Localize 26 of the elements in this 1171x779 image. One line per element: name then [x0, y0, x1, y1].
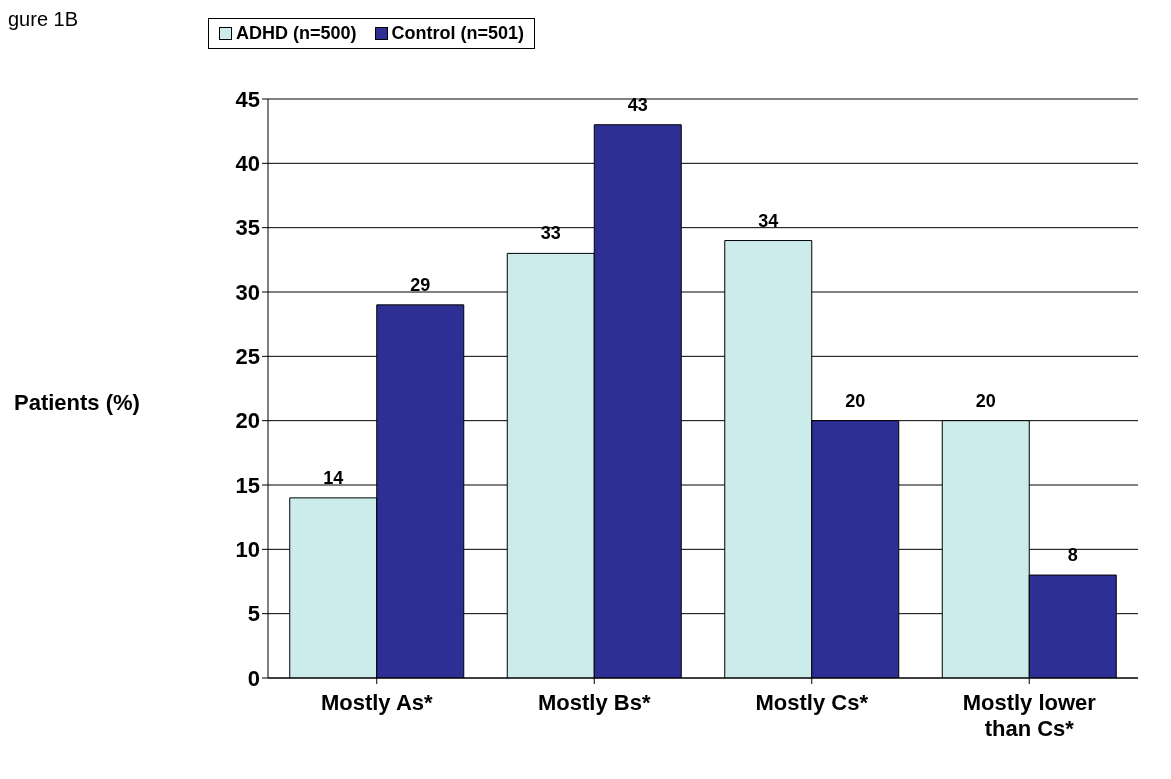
x-tick-label: Mostly As* [320, 690, 434, 715]
x-tick-label: Mostly lower than Cs* [962, 690, 1097, 741]
y-tick-label: 10 [235, 537, 260, 563]
x-tick-label: Mostly Cs* [755, 690, 869, 715]
data-label: 20 [975, 390, 996, 411]
x-tick-label: Mostly Bs* [538, 690, 651, 715]
y-tick-label: 40 [235, 151, 260, 177]
data-label: 14 [323, 467, 344, 488]
data-label: 34 [758, 210, 779, 231]
y-tick-label: 30 [235, 279, 260, 305]
text: gure 1B [8, 8, 79, 31]
y-tick-label: 0 [247, 665, 260, 691]
data-label: 29 [410, 274, 431, 295]
y-tick-label: 45 [235, 86, 260, 112]
y-tick-label: 35 [235, 215, 260, 241]
y-tick-label: 20 [235, 408, 260, 434]
y-tick-label: 5 [247, 601, 260, 627]
legend-label: Control (n=501) [390, 23, 525, 44]
data-label: 8 [1067, 545, 1078, 566]
legend-label: ADHD (n=500) [235, 23, 357, 44]
data-label: 33 [540, 223, 561, 244]
y-tick-label: 25 [235, 344, 260, 370]
data-label: 43 [627, 94, 648, 115]
y-tick-label: 15 [235, 472, 260, 498]
data-label: 20 [845, 390, 866, 411]
y-axis-title: Patients (%) [14, 390, 140, 416]
